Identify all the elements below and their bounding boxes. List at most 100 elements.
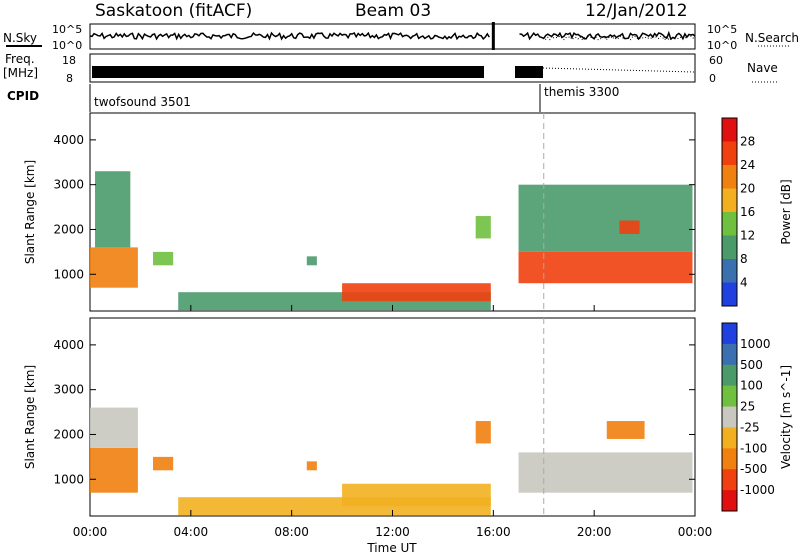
x-tick-label: 12:00 <box>375 525 410 539</box>
heatmap-cell <box>153 251 174 266</box>
heatmap-cell <box>518 452 693 493</box>
nave-trace <box>542 67 695 73</box>
heatmap-cell <box>95 171 131 248</box>
heatmap-cell <box>619 220 640 234</box>
heatmap-cell <box>606 421 645 439</box>
colorbar-frame <box>721 117 738 307</box>
colorbar-swatch <box>722 141 737 166</box>
heatmap-cell <box>475 421 491 444</box>
time-axis-label: Time UT <box>366 541 417 554</box>
heatmap-cell <box>342 483 491 507</box>
colorbar-tick-label: 28 <box>740 135 755 149</box>
freq-ytick-top: 18 <box>62 54 76 67</box>
heatmap-cell <box>90 447 138 493</box>
colorbar-swatch <box>722 364 737 387</box>
y-axis-label: Slant Range [km] <box>23 365 37 469</box>
cpid-panel: CPID twofsound 3501 themis 3300 <box>7 84 619 112</box>
heatmap-cell <box>306 461 317 471</box>
freq-band-2 <box>515 66 543 78</box>
x-tick-label: 08:00 <box>274 525 309 539</box>
y-tick-label: 1000 <box>53 267 84 281</box>
colorbar-swatch <box>722 235 737 260</box>
heatmap-cell <box>518 251 693 284</box>
freq-label: Freq. <box>5 52 35 66</box>
colorbar-tick-label: 25 <box>740 400 755 414</box>
heatmap-cell <box>153 456 174 471</box>
colorbar-swatch <box>722 490 737 512</box>
power-colorbar: 28 24 20 16 12 8 4 Power [dB] <box>721 117 793 307</box>
y-tick-label: 4000 <box>53 338 84 352</box>
colorbar-label: Velocity [m s^-1] <box>779 365 793 469</box>
noise-ytick-top: 10^5 <box>52 23 82 36</box>
heatmap-cell <box>306 256 317 266</box>
y-tick-label: 3000 <box>53 383 84 397</box>
power-heatmap-panel: 4000 3000 2000 1000 Slant Range [km] <box>23 112 696 312</box>
freq-unit-label: [MHz] <box>3 66 38 80</box>
colorbar-tick-label: 1000 <box>740 337 771 351</box>
colorbar-swatch <box>722 385 737 408</box>
velocity-heatmap-panel: 4000 3000 2000 1000 Slant Range [km] <box>23 317 696 517</box>
heatmap-cell <box>90 407 138 448</box>
colorbar-swatch <box>722 259 737 283</box>
noise-rtick-top: 10^5 <box>707 23 737 36</box>
colorbar-tick-label: 4 <box>740 276 748 290</box>
colorbar-tick-label: 20 <box>740 182 755 196</box>
cpid-label: CPID <box>7 89 39 103</box>
colorbar-swatch <box>722 118 737 142</box>
noise-panel: N.Sky 10^5 10^0 10^5 10^0 N.Search <box>3 22 799 52</box>
x-tick-label: 20:00 <box>577 525 612 539</box>
colorbar-tick-label: -25 <box>740 420 760 434</box>
heatmap-cell <box>342 283 491 302</box>
colorbar-tick-label: -1000 <box>740 483 775 497</box>
nsky-trace <box>89 30 696 41</box>
freq-band-1 <box>92 66 484 78</box>
nsearch-label: N.Search <box>745 31 799 45</box>
time-axis: 00:00 04:00 08:00 12:00 16:00 20:00 00:00 <box>73 305 713 539</box>
colorbar-tick-label: 100 <box>740 379 763 393</box>
colorbar-tick-label: -100 <box>740 441 767 455</box>
y-axis-label: Slant Range [km] <box>23 160 37 264</box>
y-tick-label: 4000 <box>53 133 84 147</box>
noise-ytick-bottom: 10^0 <box>52 39 82 52</box>
y-tick-label: 3000 <box>53 178 84 192</box>
colorbar-tick-label: 24 <box>740 158 755 172</box>
colorbar-swatch <box>722 212 737 236</box>
colorbar-swatch <box>722 188 737 213</box>
freq-panel: Freq. [MHz] 18 8 60 0 Nave <box>3 52 778 85</box>
colorbar-swatch <box>722 165 737 189</box>
title: Saskatoon (fitACF) <box>95 1 252 21</box>
colorbar-tick-label: 16 <box>740 205 755 219</box>
colorbar-swatch <box>722 469 737 491</box>
nsky-label: N.Sky <box>3 31 37 45</box>
colorbar-tick-label: 8 <box>740 252 748 266</box>
colorbar-tick-label: -500 <box>740 462 767 476</box>
heatmap-cell <box>475 216 491 239</box>
y-tick-label: 2000 <box>53 427 84 441</box>
noise-rtick-bottom: 10^0 <box>707 39 737 52</box>
heatmap-cell <box>90 247 138 288</box>
colorbar-swatch <box>722 343 737 366</box>
x-tick-label: 04:00 <box>174 525 209 539</box>
colorbar-swatch <box>722 323 737 345</box>
nave-label: Nave <box>747 61 778 75</box>
x-tick-label: 16:00 <box>476 525 511 539</box>
colorbar-tick-label: 500 <box>740 358 763 372</box>
cpid-mode-2: themis 3300 <box>544 85 619 99</box>
nave-rtick-top: 60 <box>709 54 723 67</box>
velocity-colorbar: 1000 500 100 25 -25 -100 -500 -1000 Velocity [m … <box>721 322 793 512</box>
colorbar-swatch <box>722 282 737 307</box>
colorbar-swatch <box>722 448 737 470</box>
cpid-mode-1: twofsound 3501 <box>94 95 191 109</box>
colorbar-frame <box>721 322 738 512</box>
y-tick-label: 2000 <box>53 222 84 236</box>
heatmap-cell <box>518 184 693 252</box>
colorbar-swatch <box>722 427 737 449</box>
x-tick-label: 00:00 <box>678 525 713 539</box>
y-tick-label: 1000 <box>53 472 84 486</box>
colorbar-swatch <box>722 406 737 428</box>
nave-rtick-bottom: 0 <box>709 72 716 85</box>
freq-ytick-bottom: 8 <box>66 72 73 85</box>
date-label: 12/Jan/2012 <box>585 1 688 21</box>
colorbar-label: Power [dB] <box>779 179 793 244</box>
